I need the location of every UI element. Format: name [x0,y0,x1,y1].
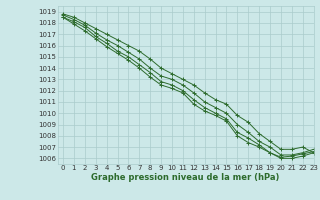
X-axis label: Graphe pression niveau de la mer (hPa): Graphe pression niveau de la mer (hPa) [92,173,280,182]
